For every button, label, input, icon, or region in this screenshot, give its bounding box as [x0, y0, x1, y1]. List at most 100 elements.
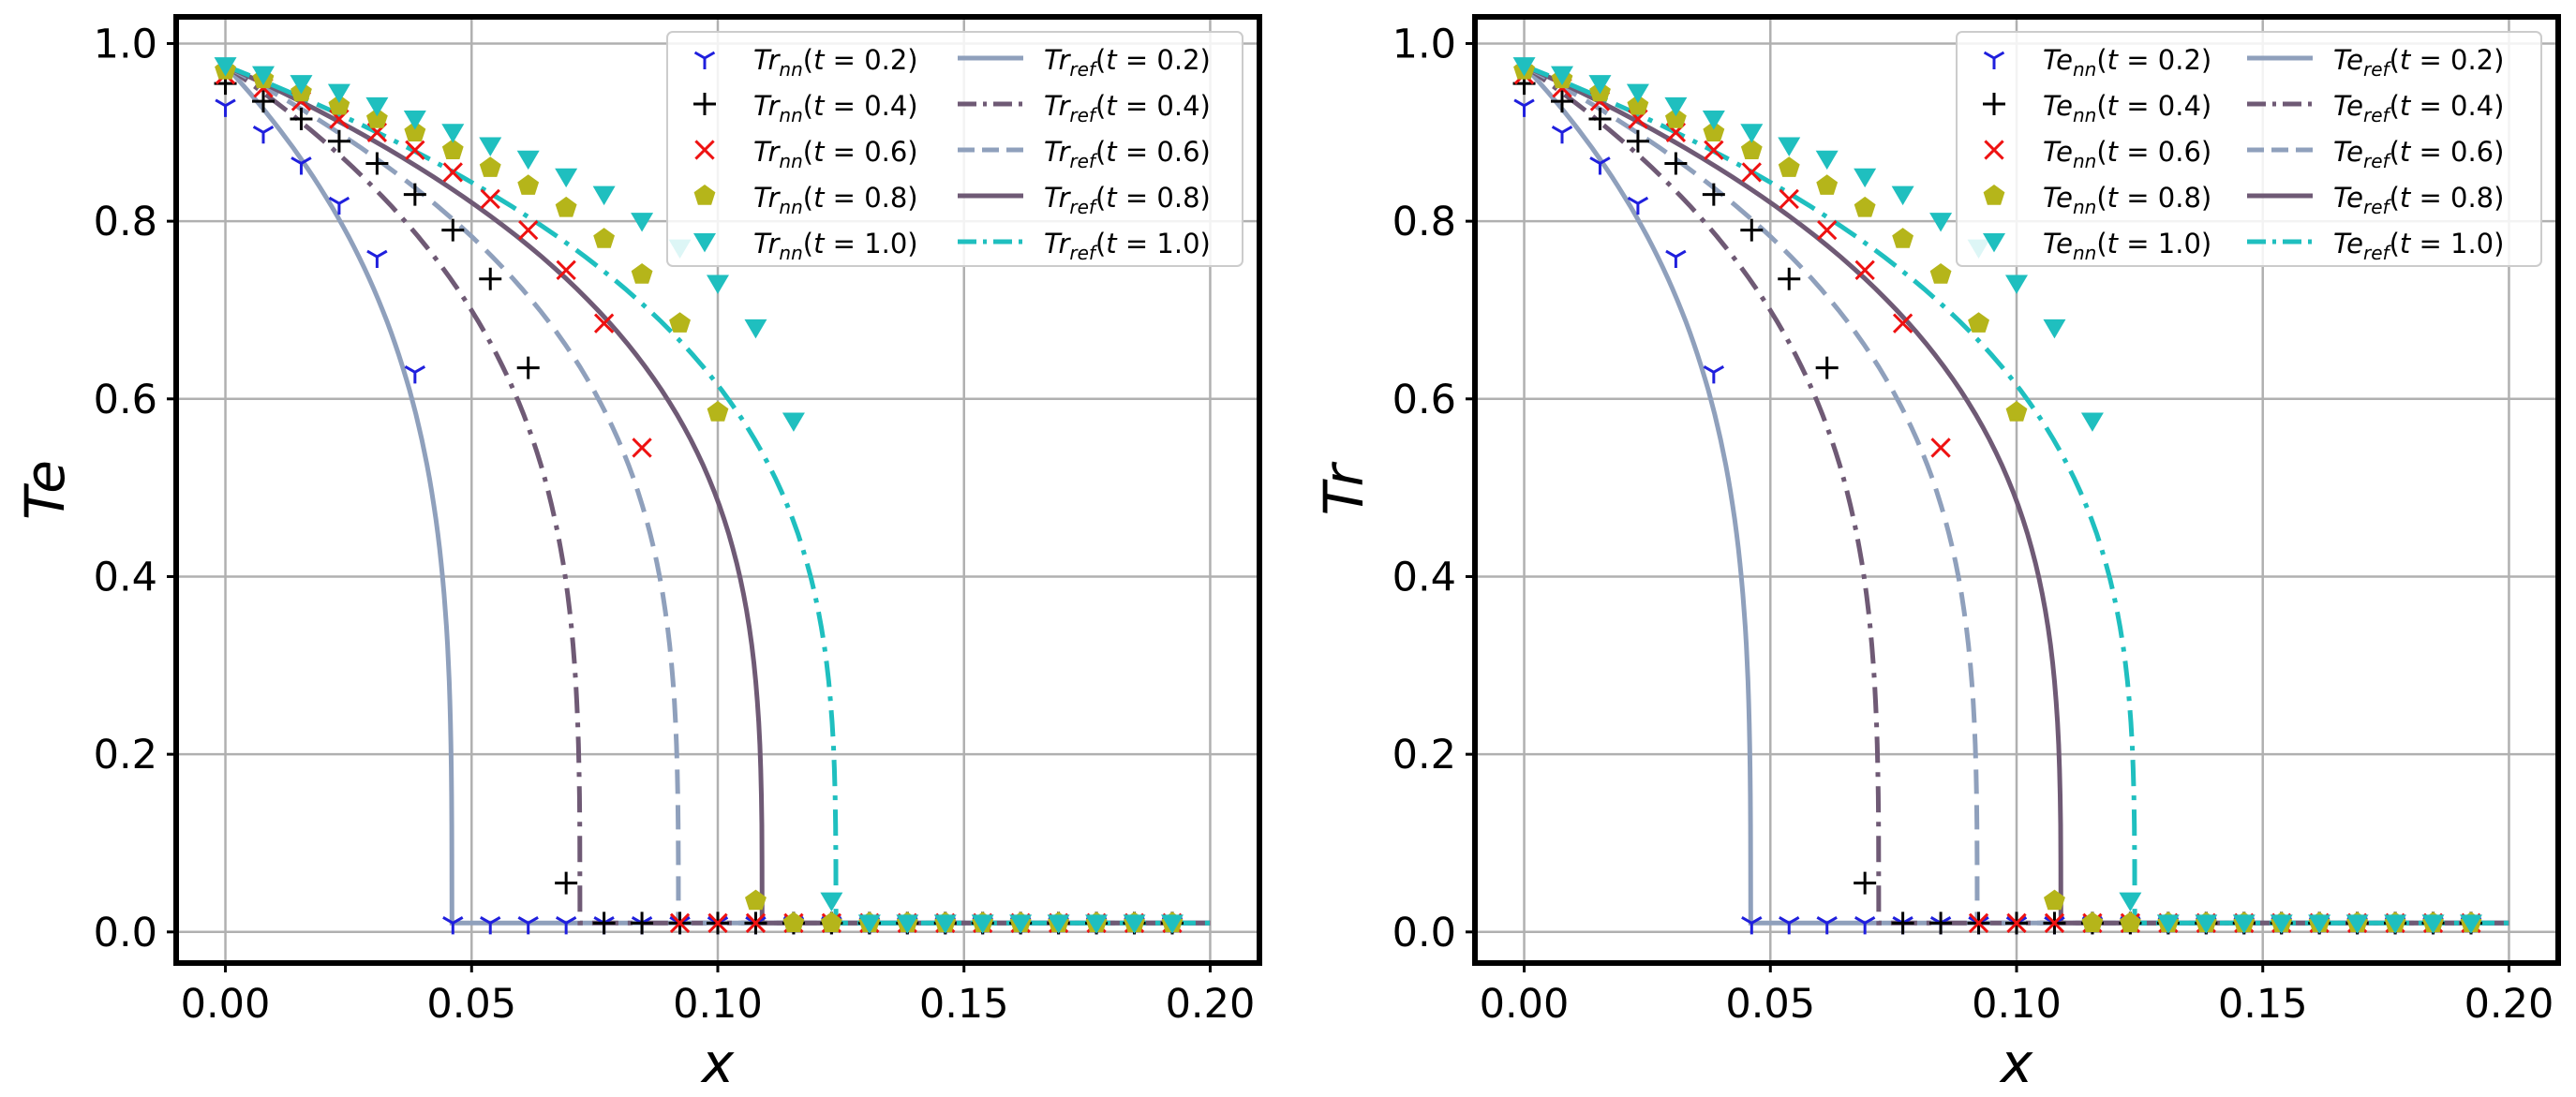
data-point	[252, 125, 275, 144]
data-point	[1779, 916, 1800, 935]
data-point	[1778, 156, 1800, 177]
y-tick-label: 0.6	[94, 377, 157, 423]
legend-entry-ref: Trref(t = 0.4)	[1044, 90, 1211, 126]
data-point	[1664, 152, 1688, 175]
data-point	[857, 914, 881, 934]
legend-marker	[1983, 233, 2005, 253]
data-point	[933, 914, 957, 934]
data-point	[1665, 249, 1687, 269]
data-point	[2384, 914, 2407, 934]
data-point	[745, 912, 767, 933]
data-point	[1929, 263, 1952, 284]
data-point	[669, 312, 691, 333]
legend-entry-nn: Trnn(t = 0.6)	[753, 136, 918, 172]
data-point	[1815, 356, 1839, 379]
data-point	[479, 156, 501, 177]
data-point	[1854, 168, 1877, 188]
data-point	[2006, 912, 2027, 933]
legend-entry-ref: Teref(t = 0.4)	[2333, 90, 2504, 126]
data-point	[1512, 57, 1536, 77]
data-point	[1740, 139, 1763, 159]
data-point	[2080, 412, 2104, 432]
x-tick-label: 0.20	[2464, 981, 2554, 1028]
data-point	[555, 168, 578, 188]
data-point	[2005, 274, 2028, 294]
y-tick-label: 1.0	[1392, 21, 1456, 67]
reference-line-t-0-8	[1523, 63, 2509, 926]
data-point	[328, 196, 350, 215]
data-point	[517, 916, 539, 935]
data-point	[1854, 196, 1876, 217]
data-point	[1009, 914, 1033, 934]
data-point	[1626, 83, 1649, 104]
data-point	[480, 916, 501, 935]
data-point	[631, 912, 654, 935]
legend-marker	[1983, 93, 2005, 115]
data-point	[365, 96, 389, 117]
y-tick-label: 1.0	[94, 21, 157, 67]
legend-entry-ref: Trref(t = 0.2)	[1044, 44, 1211, 81]
data-point	[1703, 365, 1725, 384]
reference-line-t-0-2	[223, 64, 1211, 926]
legend-entry-ref: Teref(t = 1.0)	[2333, 228, 2504, 264]
data-point	[1741, 916, 1763, 935]
data-point	[1551, 66, 1574, 86]
x-tick-label: 0.20	[1166, 981, 1256, 1028]
data-point	[366, 108, 388, 128]
data-point	[2120, 912, 2141, 932]
data-point	[1626, 129, 1649, 153]
data-point	[2345, 914, 2369, 934]
data-point	[290, 108, 313, 131]
data-point	[327, 129, 350, 153]
legend-marker	[693, 51, 716, 69]
data-point	[366, 249, 388, 269]
data-point	[2044, 889, 2065, 911]
legend-entry-nn: Tenn(t = 1.0)	[2043, 228, 2211, 264]
data-point	[1627, 196, 1649, 215]
marker-series-t-1-0	[214, 57, 1184, 934]
legend-entry-nn: Tenn(t = 0.4)	[2043, 90, 2211, 126]
data-point	[1968, 312, 1989, 333]
data-point	[555, 871, 578, 895]
data-point	[1665, 108, 1687, 128]
y-tick-label: 0.6	[1392, 377, 1456, 423]
data-point	[1854, 259, 1875, 280]
x-tick-label: 0.05	[1725, 981, 1815, 1028]
data-point	[252, 90, 275, 113]
data-point	[896, 914, 919, 934]
data-point	[1703, 121, 1725, 141]
data-point	[592, 912, 616, 935]
data-point	[2044, 912, 2065, 933]
data-point	[1085, 914, 1109, 934]
nn-markers	[1512, 57, 2482, 935]
data-point	[1891, 185, 1914, 206]
data-point	[1702, 111, 1725, 130]
data-point	[1047, 914, 1070, 934]
axis-ticks: 0.00 0.05 0.10 0.15 0.20 0.0 0.2 0.4 0.6 0.8 1.0	[1392, 21, 2554, 1028]
data-point	[1778, 267, 1801, 290]
legend-entry-ref: Teref(t = 0.8)	[2333, 182, 2504, 218]
data-point	[782, 912, 805, 932]
data-point	[1160, 914, 1184, 934]
data-point	[441, 139, 464, 159]
data-point	[214, 57, 237, 77]
data-point	[441, 124, 465, 143]
data-point	[556, 259, 576, 280]
legend-marker	[1984, 140, 2004, 160]
data-point	[1551, 90, 1574, 113]
data-point	[1817, 219, 1838, 241]
data-point	[1588, 75, 1612, 95]
reference-line-t-0-2	[1522, 64, 2509, 926]
data-point	[1815, 150, 1839, 170]
y-tick-label: 0.4	[94, 554, 157, 600]
legend-marker	[693, 185, 716, 205]
legend-entry-nn: Trnn(t = 0.2)	[753, 44, 918, 81]
data-point	[1664, 96, 1688, 117]
data-point	[782, 412, 805, 432]
y-tick-label: 0.4	[1392, 554, 1456, 600]
data-point	[1740, 124, 1764, 143]
legend-entry-ref: Trref(t = 0.6)	[1044, 136, 1211, 172]
data-point	[2005, 401, 2028, 422]
data-point	[1123, 914, 1146, 934]
marker-series-t-1-0	[1512, 57, 2482, 934]
